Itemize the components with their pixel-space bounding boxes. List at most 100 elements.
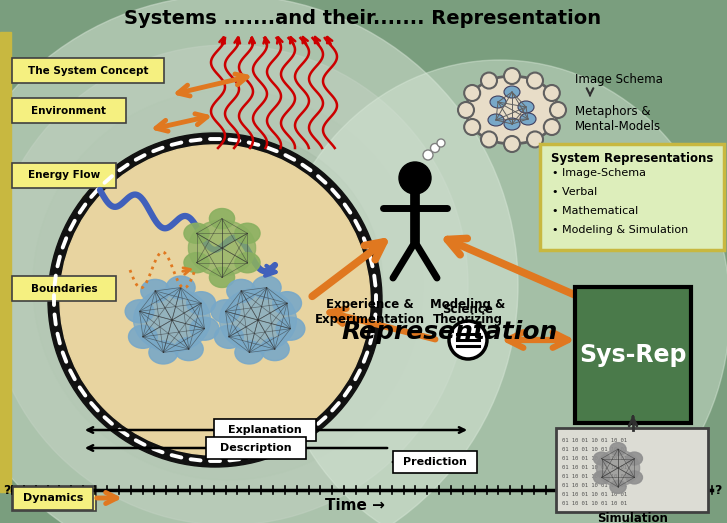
Ellipse shape (166, 276, 195, 299)
FancyBboxPatch shape (540, 144, 724, 250)
Ellipse shape (184, 223, 209, 243)
Ellipse shape (120, 216, 136, 228)
FancyBboxPatch shape (12, 276, 116, 301)
Text: Simulation: Simulation (598, 512, 668, 523)
Ellipse shape (214, 325, 244, 348)
Circle shape (527, 131, 543, 147)
Text: 01 10 01 10 01 10 01: 01 10 01 10 01 10 01 (562, 501, 627, 506)
Ellipse shape (520, 113, 536, 125)
Text: Explanation: Explanation (228, 425, 302, 435)
Text: 01 10 01 10 01 10 01: 01 10 01 10 01 10 01 (562, 465, 627, 470)
Text: Time →: Time → (325, 498, 385, 514)
Circle shape (399, 162, 431, 194)
Circle shape (544, 119, 560, 135)
Text: Systems .......and their....... Representation: Systems .......and their....... Represen… (124, 8, 601, 28)
Ellipse shape (90, 224, 106, 236)
Ellipse shape (129, 325, 157, 348)
Text: Science: Science (443, 303, 494, 316)
FancyBboxPatch shape (214, 419, 316, 441)
Circle shape (33, 90, 423, 480)
Ellipse shape (124, 219, 140, 231)
Text: Metaphors &
Mental-Models: Metaphors & Mental-Models (575, 105, 661, 133)
FancyBboxPatch shape (393, 451, 477, 473)
Circle shape (544, 85, 560, 101)
Text: 01 10 01 10 01 10 01: 01 10 01 10 01 10 01 (562, 456, 627, 461)
Text: 01 10 01 10 01 10 01: 01 10 01 10 01 10 01 (562, 447, 627, 452)
Ellipse shape (488, 114, 504, 126)
Ellipse shape (82, 194, 98, 206)
Circle shape (527, 73, 543, 88)
Ellipse shape (97, 242, 113, 254)
Text: • Mathematical: • Mathematical (552, 206, 638, 216)
Circle shape (481, 131, 497, 147)
Ellipse shape (466, 76, 558, 144)
Ellipse shape (235, 253, 260, 273)
Circle shape (449, 321, 487, 359)
Text: Sys-Rep: Sys-Rep (579, 343, 687, 367)
Ellipse shape (80, 252, 96, 264)
Ellipse shape (504, 118, 520, 130)
Text: • Modeling & Simulation: • Modeling & Simulation (552, 225, 688, 235)
Circle shape (60, 145, 370, 455)
Circle shape (0, 45, 468, 523)
Ellipse shape (132, 229, 148, 241)
Ellipse shape (100, 189, 116, 201)
Circle shape (481, 73, 497, 88)
FancyBboxPatch shape (12, 98, 126, 123)
Ellipse shape (276, 317, 305, 340)
Text: Environment: Environment (31, 106, 106, 116)
Text: Image Schema: Image Schema (575, 74, 663, 86)
Ellipse shape (187, 292, 215, 315)
Ellipse shape (102, 204, 118, 216)
Ellipse shape (174, 337, 204, 361)
Ellipse shape (107, 266, 123, 278)
FancyBboxPatch shape (556, 428, 708, 512)
Ellipse shape (270, 60, 727, 523)
FancyBboxPatch shape (575, 287, 691, 423)
Ellipse shape (209, 267, 235, 288)
Ellipse shape (141, 279, 169, 302)
Text: Experience &
Experimentation: Experience & Experimentation (315, 298, 425, 326)
Ellipse shape (610, 481, 626, 493)
Ellipse shape (593, 452, 610, 465)
Circle shape (504, 136, 520, 152)
Text: 01 10 01 10 01 10 01: 01 10 01 10 01 10 01 (562, 483, 627, 488)
FancyBboxPatch shape (206, 437, 306, 459)
Ellipse shape (92, 259, 108, 271)
Ellipse shape (490, 96, 506, 108)
Text: Dynamics: Dynamics (23, 493, 83, 503)
Circle shape (73, 130, 383, 440)
Ellipse shape (260, 337, 289, 361)
Text: Description: Description (220, 443, 292, 453)
Ellipse shape (184, 253, 209, 273)
Text: Prediction: Prediction (403, 457, 467, 467)
Text: 01 10 01 10 01 10 01: 01 10 01 10 01 10 01 (562, 438, 627, 443)
Ellipse shape (209, 209, 235, 229)
Ellipse shape (125, 300, 154, 323)
Ellipse shape (188, 220, 256, 276)
Circle shape (423, 150, 433, 160)
Ellipse shape (252, 276, 281, 299)
Ellipse shape (593, 471, 610, 484)
Circle shape (430, 143, 440, 153)
Ellipse shape (273, 292, 302, 315)
Ellipse shape (596, 450, 640, 486)
Ellipse shape (211, 300, 240, 323)
Ellipse shape (626, 452, 643, 465)
Text: ?: ? (715, 483, 722, 496)
Text: 01 10 01 10 01 10 01: 01 10 01 10 01 10 01 (562, 492, 627, 497)
Ellipse shape (518, 101, 534, 113)
Ellipse shape (626, 471, 643, 484)
Ellipse shape (504, 86, 520, 98)
Circle shape (0, 0, 518, 523)
Circle shape (550, 102, 566, 118)
Ellipse shape (107, 232, 123, 244)
Ellipse shape (87, 209, 103, 221)
Text: Energy Flow: Energy Flow (28, 170, 100, 180)
Text: Modeling &
Theorizing: Modeling & Theorizing (430, 298, 505, 326)
Text: ?: ? (4, 483, 11, 496)
Text: Representation: Representation (342, 320, 558, 344)
Circle shape (464, 119, 480, 135)
Ellipse shape (610, 442, 626, 456)
Text: Boundaries: Boundaries (31, 283, 97, 293)
